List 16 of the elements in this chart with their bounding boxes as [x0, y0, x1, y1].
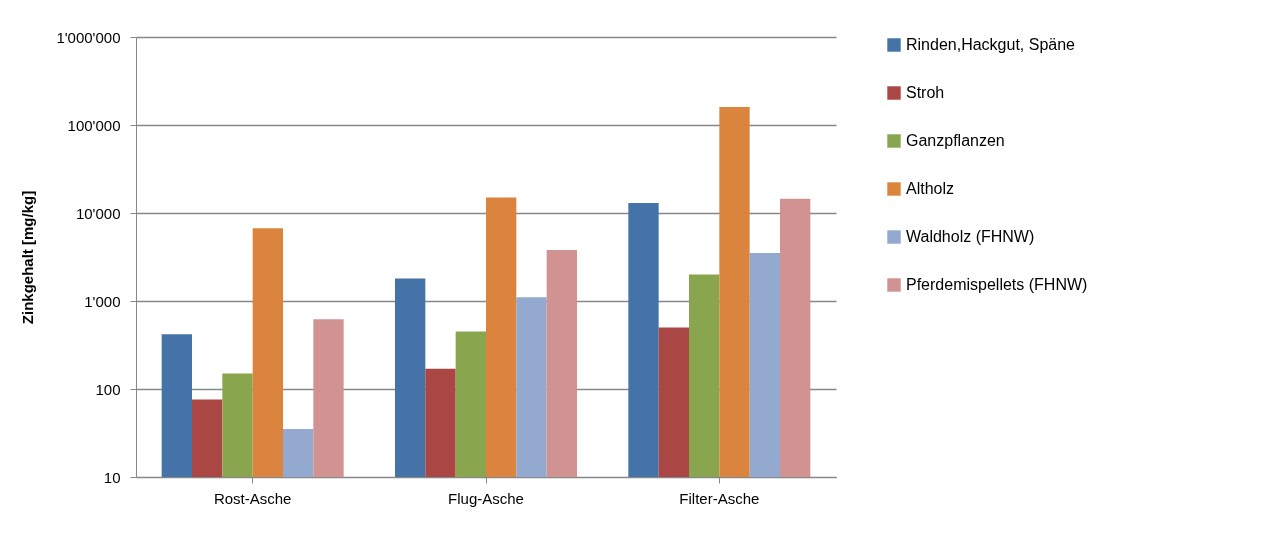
legend-label: Waldholz (FHNW) [906, 228, 1035, 245]
legend-label: Altholz [906, 180, 955, 197]
legend-label: Rinden,Hackgut, Späne [906, 36, 1076, 53]
y-tick-label: 100 [95, 380, 121, 398]
y-tick-label: 10'000 [75, 204, 121, 222]
x-tick-label: Rost-Asche [213, 489, 292, 507]
x-tick-label: Flug-Asche [448, 489, 524, 507]
x-tick-label: Filter-Asche [679, 489, 760, 507]
y-axis-title: Zinkgehalt [mg/kg] [19, 190, 37, 325]
y-tick-label: 10 [103, 468, 121, 486]
y-tick-label: 1'000 [84, 292, 121, 310]
legend-label: Stroh [906, 84, 945, 101]
legend-label: Ganzpflanzen [906, 132, 1005, 149]
legend-label: Pferdemispellets (FHNW) [906, 276, 1088, 293]
y-tick-label: 1'000'000 [56, 28, 121, 46]
y-tick-label: 100'000 [67, 116, 121, 134]
